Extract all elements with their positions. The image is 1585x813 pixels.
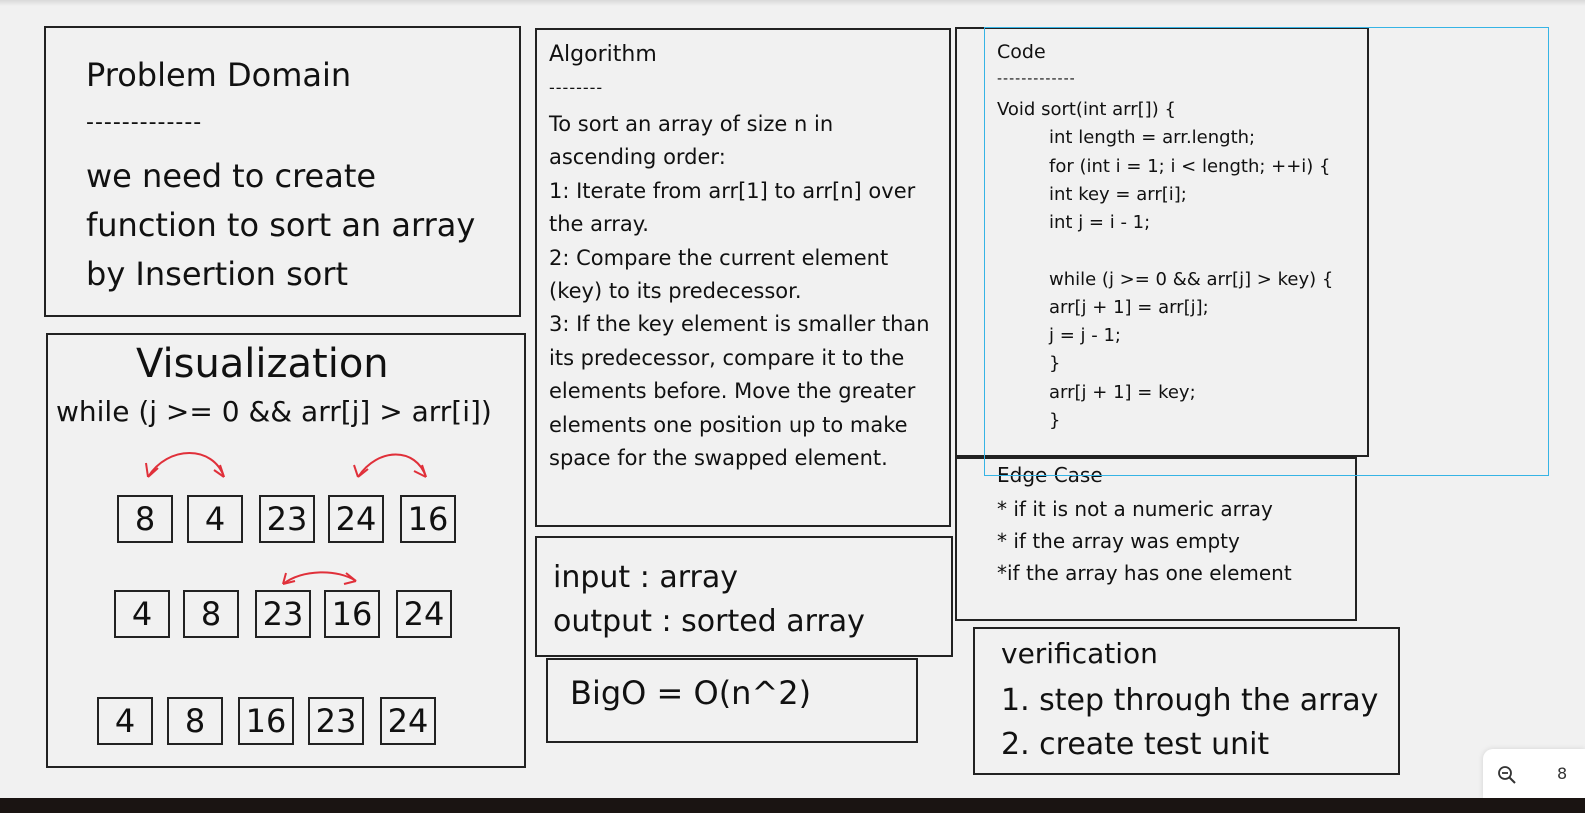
zoom-out-icon[interactable]: [1497, 765, 1517, 785]
swap-arrow-2-head-a: [353, 464, 359, 478]
code-line: Void sort(int arr[]) {: [997, 99, 1176, 120]
array-cell: 4: [114, 590, 170, 638]
swap-arrow-3-head-b: [282, 580, 296, 585]
array-cell: 4: [187, 495, 243, 543]
code-line: for (int i = 1; i < length; ++i) {: [1049, 156, 1331, 177]
problem-domain-text: we need to create function to sort an ar…: [86, 157, 476, 293]
swap-arrows: [145, 452, 427, 585]
code-line: arr[j + 1] = arr[j];: [1049, 297, 1209, 318]
verification-box[interactable]: verification 1. step through the array 2…: [973, 627, 1400, 775]
code-line: arr[j + 1] = key;: [1049, 382, 1196, 403]
array-cell: 24: [328, 495, 384, 543]
visualization-box[interactable]: Visualization while (j >= 0 && arr[j] > …: [46, 333, 526, 768]
bigo-box[interactable]: BigO = O(n^2): [546, 658, 918, 743]
algorithm-box[interactable]: Algorithm -------- To sort an array of s…: [535, 28, 951, 527]
input-output-box[interactable]: input : array output : sorted array: [535, 536, 953, 657]
swap-arrow-3-head-c: [345, 572, 357, 582]
problem-domain-title: Problem Domain: [86, 56, 352, 94]
swap-arrow-1-head-c: [219, 464, 225, 478]
code-line: int length = arr.length;: [1049, 127, 1256, 148]
array-cell: 8: [117, 495, 173, 543]
edge-case-text: * if it is not a numeric array * if the …: [997, 497, 1292, 585]
swap-arrow-2: [357, 453, 427, 478]
array-cell: 16: [400, 495, 456, 543]
swap-arrow-1-head-b: [147, 467, 159, 478]
code-title: Code: [997, 41, 1046, 63]
array-cell: 24: [396, 590, 452, 638]
array-cell: 23: [255, 590, 311, 638]
code-box[interactable]: Code ------------- Void sort(int arr[]) …: [955, 27, 1369, 457]
code-line: }: [1049, 353, 1061, 374]
canvas-top-edge: [0, 0, 1585, 6]
code-line: while (j >= 0 && arr[j] > key) {: [1049, 269, 1334, 290]
swap-arrow-1-head-d: [213, 469, 225, 478]
algorithm-text: To sort an array of size n in ascending …: [549, 112, 930, 471]
swap-arrow-2-head-d: [413, 470, 427, 478]
array-cell: 4: [97, 697, 153, 745]
code-divider: -------------: [997, 71, 1076, 87]
zoom-level: 8: [1557, 764, 1568, 783]
input-output-text: input : array output : sorted array: [553, 560, 865, 639]
swap-arrow-1-head-a: [145, 462, 149, 478]
code-line: int key = arr[i];: [1049, 184, 1187, 205]
edge-case-box[interactable]: Edge Case * if it is not a numeric array…: [955, 457, 1357, 621]
array-cell: 23: [308, 697, 364, 745]
array-cell: 24: [380, 697, 436, 745]
bigo-text: BigO = O(n^2): [570, 674, 812, 712]
swap-arrow-1: [147, 452, 225, 478]
array-cell: 23: [259, 495, 315, 543]
code-line: int j = i - 1;: [1049, 212, 1151, 233]
swap-arrow-3-head-a: [282, 572, 287, 585]
problem-domain-box[interactable]: Problem Domain ------------- we need to …: [44, 26, 521, 317]
swap-arrow-2-head-c: [421, 464, 427, 478]
bottom-bar: [0, 798, 1585, 813]
array-cell: 16: [238, 697, 294, 745]
algorithm-title: Algorithm: [549, 42, 657, 67]
zoom-control[interactable]: 8: [1483, 749, 1585, 798]
visualization-title: Visualization: [136, 341, 389, 387]
problem-domain-divider: -------------: [86, 110, 203, 135]
code-line: j = j - 1;: [1049, 325, 1121, 346]
swap-arrow-3: [282, 571, 357, 585]
selection-rectangle[interactable]: [984, 27, 1549, 476]
verification-text: 1. step through the array 2. create test…: [1001, 683, 1379, 762]
swap-arrow-3-head-d: [343, 580, 357, 585]
array-cell: 8: [167, 697, 223, 745]
array-cell: 16: [324, 590, 380, 638]
code-line: }: [1049, 410, 1061, 431]
verification-title: verification: [1001, 637, 1158, 670]
array-cell: 8: [183, 590, 239, 638]
visualization-condition: while (j >= 0 && arr[j] > arr[i]): [56, 395, 492, 428]
algorithm-divider: --------: [549, 78, 604, 97]
swap-arrow-2-head-b: [357, 468, 369, 478]
